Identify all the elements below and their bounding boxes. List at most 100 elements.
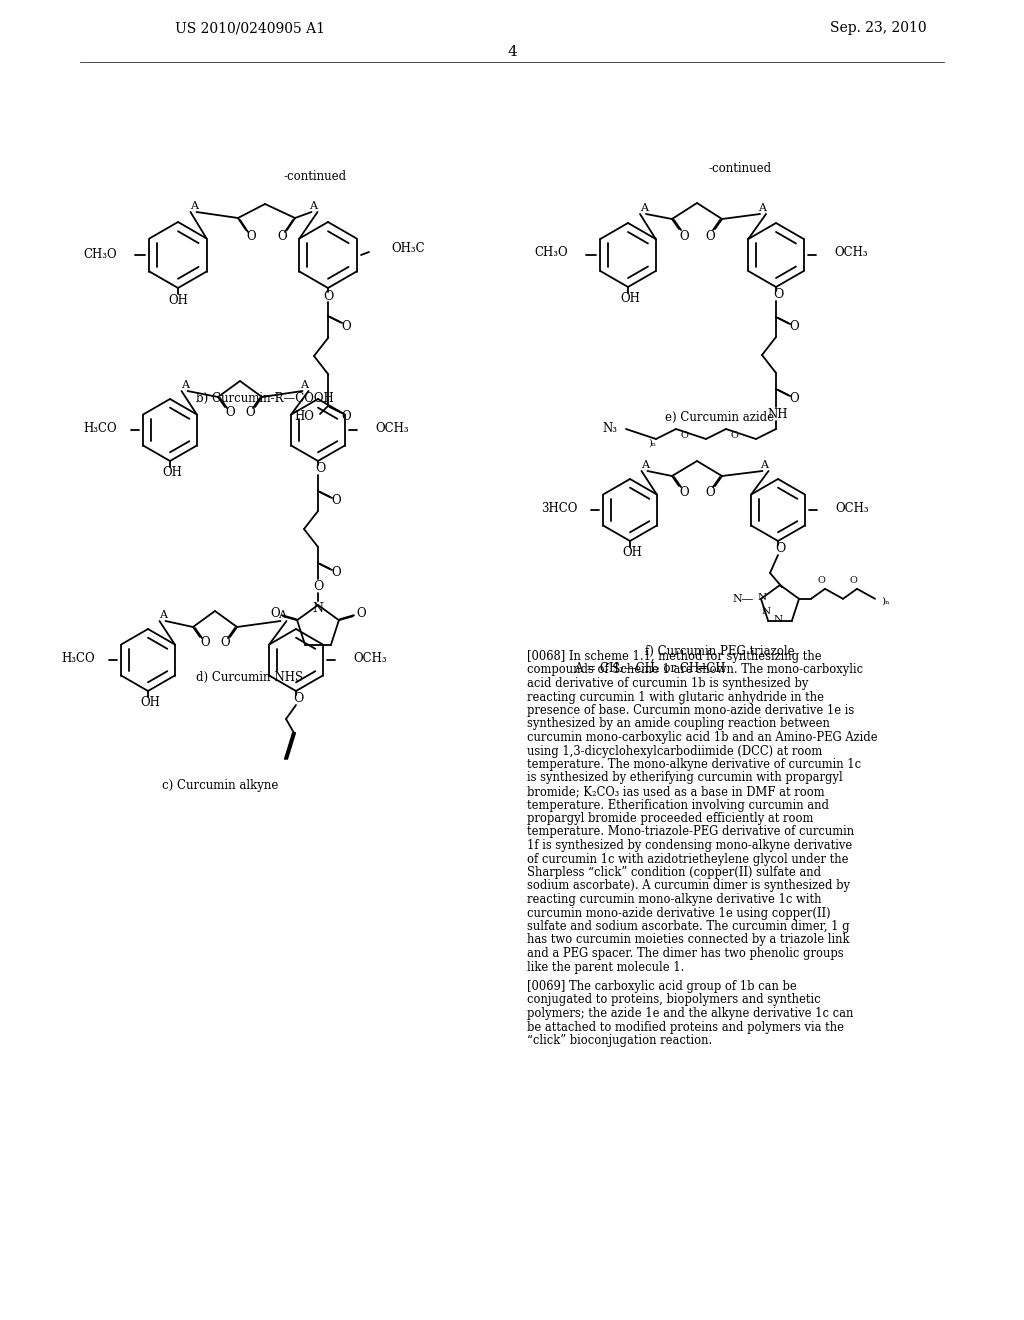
Text: bromide; K₂CO₃ ias used as a base in DMF at room: bromide; K₂CO₃ ias used as a base in DMF… (527, 785, 824, 799)
Text: has two curcumin moieties connected by a triazole link: has two curcumin moieties connected by a… (527, 933, 850, 946)
Text: A: A (279, 610, 287, 620)
Text: d) Curcumin-NHS: d) Curcumin-NHS (197, 671, 303, 684)
Text: temperature. Mono-triazole-PEG derivative of curcumin: temperature. Mono-triazole-PEG derivativ… (527, 825, 854, 838)
Text: OCH₃: OCH₃ (835, 502, 868, 515)
Text: compounds of Scheme 1 are shown. The mono-carboxylic: compounds of Scheme 1 are shown. The mon… (527, 664, 863, 676)
Text: N: N (312, 602, 324, 615)
Text: A: A (190, 201, 199, 211)
Text: A: A (181, 380, 189, 389)
Text: f) Curcumin PEG triazole: f) Curcumin PEG triazole (645, 644, 795, 657)
Text: A: A (640, 203, 648, 213)
Text: synthesized by an amide coupling reaction between: synthesized by an amide coupling reactio… (527, 718, 829, 730)
Text: “click” bioconjugation reaction.: “click” bioconjugation reaction. (527, 1034, 713, 1047)
Text: O: O (331, 495, 341, 507)
Text: b) Curcumin-R—COOH: b) Curcumin-R—COOH (197, 392, 334, 404)
Text: N: N (762, 606, 771, 615)
Text: OCH₃: OCH₃ (834, 247, 867, 260)
Text: is synthesized by etherifying curcumin with propargyl: is synthesized by etherifying curcumin w… (527, 771, 843, 784)
Text: O: O (323, 289, 333, 302)
Text: N₃: N₃ (602, 422, 617, 436)
Text: Sharpless “click” condition (copper(II) sulfate and: Sharpless “click” condition (copper(II) … (527, 866, 821, 879)
Text: presence of base. Curcumin mono-azide derivative 1e is: presence of base. Curcumin mono-azide de… (527, 704, 854, 717)
Text: [0069] The carboxylic acid group of 1b can be: [0069] The carboxylic acid group of 1b c… (527, 979, 797, 993)
Text: sodium ascorbate). A curcumin dimer is synthesized by: sodium ascorbate). A curcumin dimer is s… (527, 879, 850, 892)
Text: O: O (245, 407, 255, 420)
Text: using 1,3-dicyclohexylcarbodiimide (DCC) at room: using 1,3-dicyclohexylcarbodiimide (DCC)… (527, 744, 822, 758)
Text: O: O (790, 321, 799, 334)
Text: CH₃O: CH₃O (83, 248, 117, 261)
Text: curcumin mono-azide derivative 1e using copper(II): curcumin mono-azide derivative 1e using … (527, 907, 830, 920)
Text: H₃CO: H₃CO (61, 652, 95, 664)
Text: OH₃C: OH₃C (391, 243, 425, 256)
Text: N: N (773, 615, 782, 623)
Text: 3HCO: 3HCO (541, 502, 577, 515)
Text: propargyl bromide proceeded efficiently at room: propargyl bromide proceeded efficiently … (527, 812, 813, 825)
Text: O: O (730, 432, 738, 441)
Text: A: A (761, 459, 768, 470)
Text: OCH₃: OCH₃ (353, 652, 387, 664)
Text: O: O (278, 230, 287, 243)
Text: O: O (312, 581, 324, 594)
Text: O: O (849, 577, 857, 585)
Text: N―: N― (732, 594, 753, 603)
Text: acid derivative of curcumin 1b is synthesized by: acid derivative of curcumin 1b is synthe… (527, 677, 808, 690)
Text: O: O (225, 407, 234, 420)
Text: Sep. 23, 2010: Sep. 23, 2010 (830, 21, 927, 36)
Text: [0068] In scheme 1.1, method for synthesizing the: [0068] In scheme 1.1, method for synthes… (527, 649, 821, 663)
Text: OH: OH (162, 466, 182, 479)
Text: OH: OH (168, 293, 188, 306)
Text: A = CH₂—CH₂ or CH═CH: A = CH₂—CH₂ or CH═CH (574, 663, 726, 676)
Text: A: A (758, 203, 766, 213)
Text: reacting curcumin mono-alkyne derivative 1c with: reacting curcumin mono-alkyne derivative… (527, 894, 821, 906)
Text: O: O (706, 230, 715, 243)
Text: O: O (817, 577, 825, 585)
Text: of curcumin 1c with azidotrietheylene glycol under the: of curcumin 1c with azidotrietheylene gl… (527, 853, 849, 866)
Text: temperature. The mono-alkyne derivative of curcumin 1c: temperature. The mono-alkyne derivative … (527, 758, 861, 771)
Text: O: O (341, 319, 351, 333)
Text: N: N (758, 593, 767, 602)
Text: O: O (679, 230, 689, 243)
Text: )ₙ: )ₙ (881, 597, 889, 606)
Text: and a PEG spacer. The dimer has two phenolic groups: and a PEG spacer. The dimer has two phen… (527, 946, 844, 960)
Text: O: O (331, 566, 341, 579)
Text: US 2010/0240905 A1: US 2010/0240905 A1 (175, 21, 325, 36)
Text: e) Curcumin azide: e) Curcumin azide (666, 411, 774, 424)
Text: curcumin mono-carboxylic acid 1b and an Amino-PEG Azide: curcumin mono-carboxylic acid 1b and an … (527, 731, 878, 744)
Text: O: O (220, 636, 229, 649)
Text: be attached to modified proteins and polymers via the: be attached to modified proteins and pol… (527, 1020, 844, 1034)
Text: O: O (706, 487, 715, 499)
Text: )ₙ: )ₙ (648, 438, 656, 447)
Text: HO: HO (294, 409, 314, 422)
Text: O: O (246, 230, 256, 243)
Text: O: O (356, 607, 366, 619)
Text: O: O (790, 392, 799, 405)
Text: polymers; the azide 1e and the alkyne derivative 1c can: polymers; the azide 1e and the alkyne de… (527, 1007, 853, 1020)
Text: c) Curcumin alkyne: c) Curcumin alkyne (162, 780, 279, 792)
Text: O: O (341, 409, 351, 422)
Text: OH: OH (621, 293, 640, 305)
Text: temperature. Etherification involving curcumin and: temperature. Etherification involving cu… (527, 799, 829, 812)
Text: OH: OH (140, 697, 160, 710)
Text: sulfate and sodium ascorbate. The curcumin dimer, 1 g: sulfate and sodium ascorbate. The curcum… (527, 920, 850, 933)
Text: O: O (200, 636, 210, 649)
Text: O: O (775, 543, 785, 556)
Text: O: O (679, 487, 689, 499)
Text: -continued: -continued (284, 169, 346, 182)
Text: O: O (773, 289, 783, 301)
Text: 1f is synthesized by condensing mono-alkyne derivative: 1f is synthesized by condensing mono-alk… (527, 840, 852, 851)
Text: A: A (641, 459, 649, 470)
Text: A: A (300, 380, 308, 389)
Text: NH: NH (768, 408, 788, 421)
Text: -continued: -continued (709, 161, 771, 174)
Text: OH: OH (622, 546, 642, 560)
Text: A: A (160, 610, 168, 620)
Text: A: A (309, 201, 317, 211)
Text: O: O (680, 432, 688, 441)
Text: O: O (293, 693, 303, 705)
Text: H₃CO: H₃CO (83, 421, 117, 434)
Text: 4: 4 (507, 45, 517, 59)
Text: like the parent molecule 1.: like the parent molecule 1. (527, 961, 684, 974)
Text: reacting curcumin 1 with glutaric anhydride in the: reacting curcumin 1 with glutaric anhydr… (527, 690, 824, 704)
Text: OCH₃: OCH₃ (375, 421, 409, 434)
Text: O: O (270, 607, 280, 619)
